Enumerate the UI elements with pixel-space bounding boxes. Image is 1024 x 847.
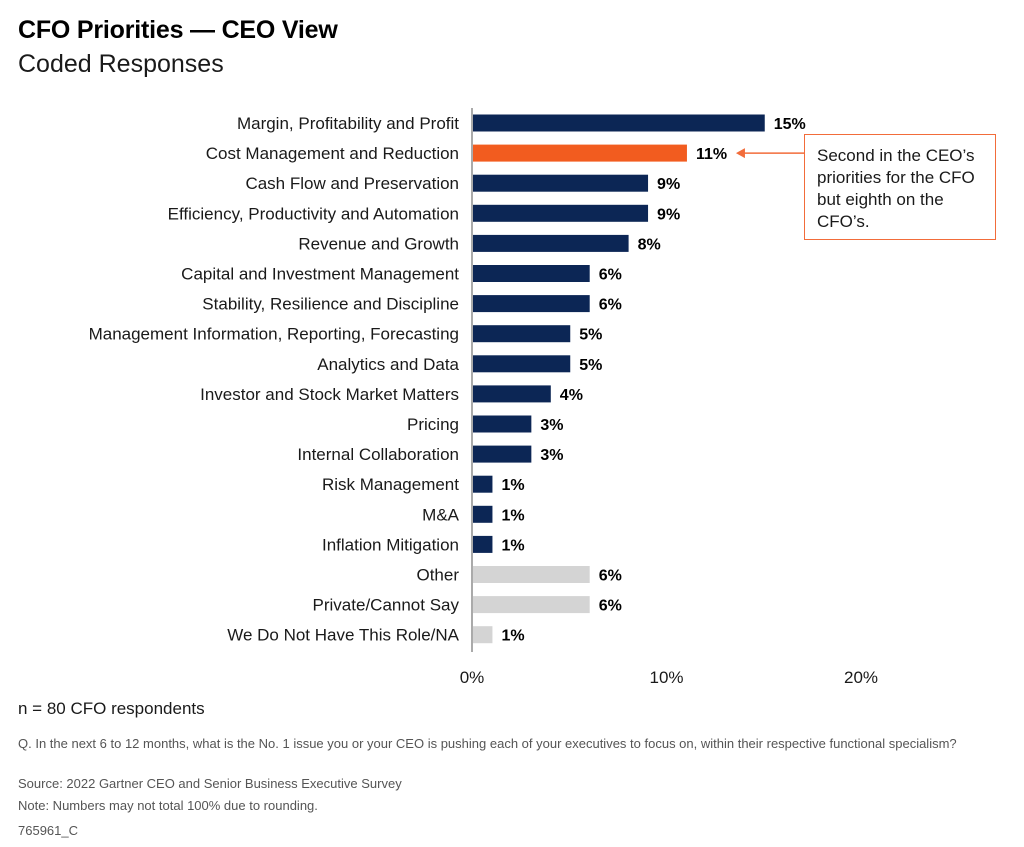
- bar: [473, 114, 765, 132]
- category-label: Other: [416, 566, 459, 585]
- data-label: 5%: [579, 357, 602, 374]
- callout-box: Second in the CEO’s priorities for the C…: [804, 134, 996, 240]
- data-label: 6%: [599, 568, 622, 585]
- bar: [473, 295, 590, 313]
- data-label: 3%: [540, 417, 563, 434]
- category-label: Risk Management: [322, 475, 459, 494]
- x-tick-label: 10%: [649, 668, 683, 687]
- bar: [473, 234, 629, 252]
- category-label: M&A: [422, 505, 460, 524]
- bar: [473, 144, 687, 162]
- category-label: Cash Flow and Preservation: [245, 174, 459, 193]
- data-label: 1%: [501, 537, 524, 554]
- bar: [473, 415, 532, 433]
- chart-code: 765961_C: [18, 823, 78, 838]
- x-axis-ticks: 0% 10% 20%: [460, 668, 878, 687]
- data-label: 6%: [599, 598, 622, 615]
- category-label: Capital and Investment Management: [181, 265, 459, 284]
- bar: [473, 325, 571, 343]
- data-label: 6%: [599, 267, 622, 284]
- category-label: Revenue and Growth: [298, 234, 459, 253]
- data-label: 9%: [657, 176, 680, 193]
- category-label: Management Information, Reporting, Forec…: [89, 325, 459, 344]
- x-tick-label: 0%: [460, 668, 485, 687]
- data-label: 9%: [657, 206, 680, 223]
- category-label: Cost Management and Reduction: [206, 144, 459, 163]
- category-label: Stability, Resilience and Discipline: [202, 295, 459, 314]
- data-label: 1%: [501, 628, 524, 645]
- bars-layer: Margin, Profitability and Profit 15% Cost …: [89, 114, 806, 645]
- data-label: 1%: [501, 507, 524, 524]
- bar: [473, 265, 590, 282]
- data-label: 1%: [501, 477, 524, 494]
- category-label: Analytics and Data: [317, 355, 459, 374]
- category-label: Private/Cannot Say: [313, 596, 460, 615]
- source-note: Source: 2022 Gartner CEO and Senior Busi…: [18, 776, 402, 791]
- data-label: 11%: [696, 146, 727, 163]
- bar: [473, 626, 493, 644]
- data-label: 3%: [540, 447, 563, 464]
- bar: [473, 385, 551, 403]
- rounding-note: Note: Numbers may not total 100% due to …: [18, 798, 318, 813]
- category-label: We Do Not Have This Role/NA: [227, 626, 459, 645]
- data-label: 8%: [638, 236, 661, 253]
- category-label: Efficiency, Productivity and Automation: [168, 204, 459, 223]
- bar: [473, 355, 571, 373]
- callout-arrow-layer: [735, 148, 804, 159]
- bar: [473, 204, 649, 222]
- data-label: 5%: [579, 327, 602, 344]
- bar-chart: Margin, Profitability and Profit 15% Cost …: [89, 108, 878, 687]
- respondents-count: n = 80 CFO respondents: [18, 699, 205, 718]
- category-label: Pricing: [407, 415, 459, 434]
- category-label: Internal Collaboration: [297, 445, 459, 464]
- data-label: 4%: [560, 387, 583, 404]
- survey-question: Q. In the next 6 to 12 months, what is t…: [18, 736, 957, 751]
- data-label: 6%: [599, 297, 622, 314]
- category-label: Margin, Profitability and Profit: [237, 114, 459, 133]
- category-label: Inflation Mitigation: [322, 535, 459, 554]
- bar: [473, 596, 590, 614]
- bar: [473, 505, 493, 523]
- bar: [473, 475, 493, 493]
- x-tick-label: 20%: [844, 668, 878, 687]
- chart-title: CFO Priorities — CEO View: [18, 16, 338, 44]
- bar: [473, 535, 493, 553]
- bar: [473, 445, 532, 463]
- bar: [473, 174, 649, 192]
- category-label: Investor and Stock Market Matters: [200, 385, 459, 404]
- data-label: 15%: [774, 116, 806, 133]
- chart-subtitle: Coded Responses: [18, 50, 224, 78]
- callout-arrow-head: [735, 148, 745, 159]
- bar: [473, 566, 590, 583]
